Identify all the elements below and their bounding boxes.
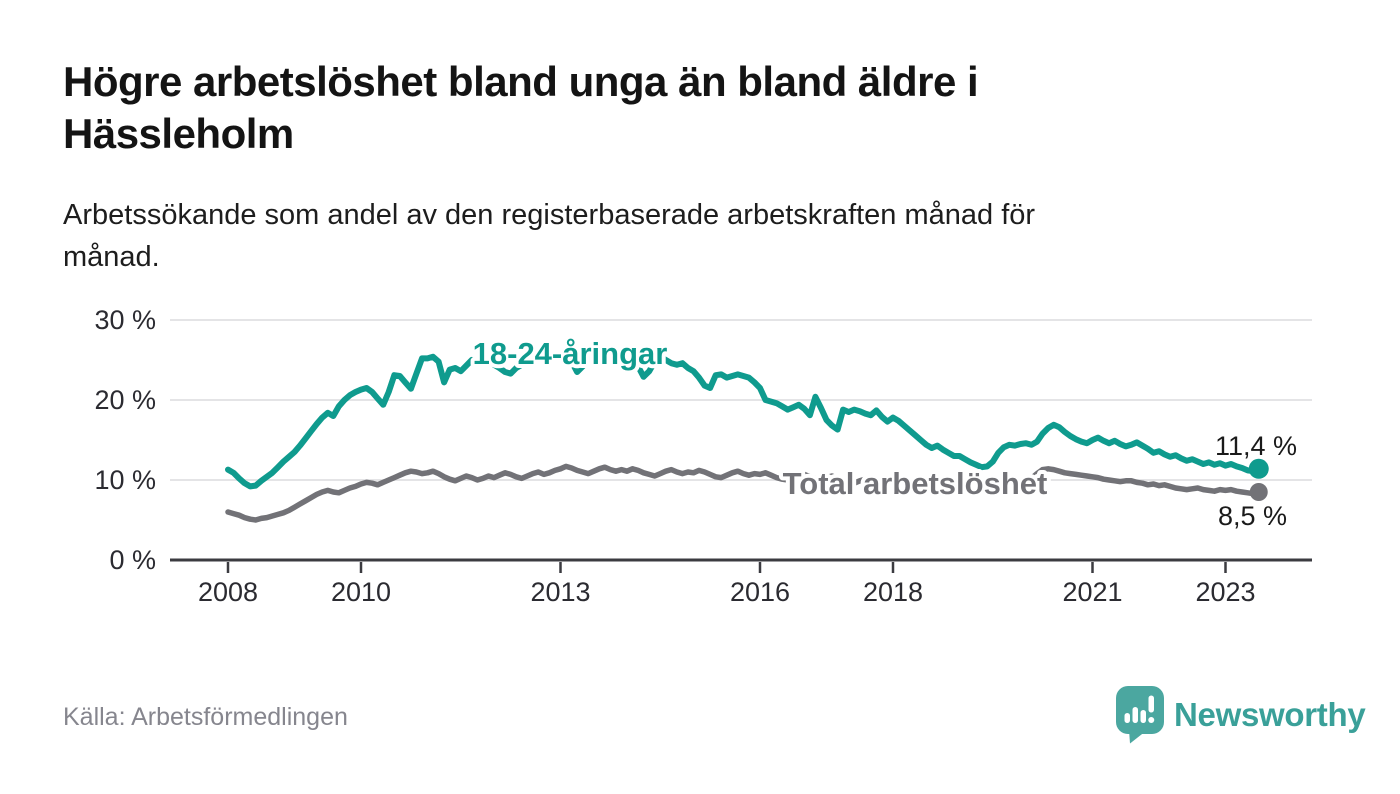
series-label: 18-24-åringar [473,336,668,371]
x-tick-label: 2021 [1062,577,1122,607]
chart-title: Högre arbetslöshet bland unga än bland ä… [63,58,979,158]
newsworthy-bubble-chart-icon [1116,686,1164,744]
exclamation-stem-glyph [1148,695,1154,713]
speech-bubble-shape [1116,686,1164,734]
speech-bubble-tail [1129,730,1144,744]
x-tick-label: 2010 [331,577,391,607]
y-tick-label: 30 % [94,305,156,335]
x-tick-label: 2016 [730,577,790,607]
x-tick-label: 2013 [530,577,590,607]
newsworthy-logo: Newsworthy [1116,686,1366,744]
exclamation-dot-glyph [1148,717,1155,723]
series-label: Total arbetslöshet [783,466,1048,501]
end-value-label: 11,4 % [1215,431,1297,461]
series-line-1 [225,349,1262,490]
chart-subtitle: Arbetssökande som andel av den registerb… [63,199,1036,274]
series-end-dot [1249,483,1268,501]
y-tick-label: 0 % [109,545,156,575]
series-line-0 [225,463,1262,523]
end-value-label: 8,5 % [1218,501,1287,531]
x-tick-label: 2023 [1195,577,1255,607]
y-tick-label: 10 % [94,465,156,495]
y-tick-label: 20 % [94,385,156,415]
bar-glyph-1 [1124,713,1130,723]
source-note: Källa: Arbetsförmedlingen [63,703,348,731]
bar-glyph-3 [1140,710,1146,723]
x-tick-label: 2008 [198,577,258,607]
x-tick-label: 2018 [863,577,923,607]
bar-glyph-2 [1132,707,1138,723]
newsworthy-wordmark: Newsworthy [1174,696,1366,733]
series-end-dot [1248,458,1269,479]
